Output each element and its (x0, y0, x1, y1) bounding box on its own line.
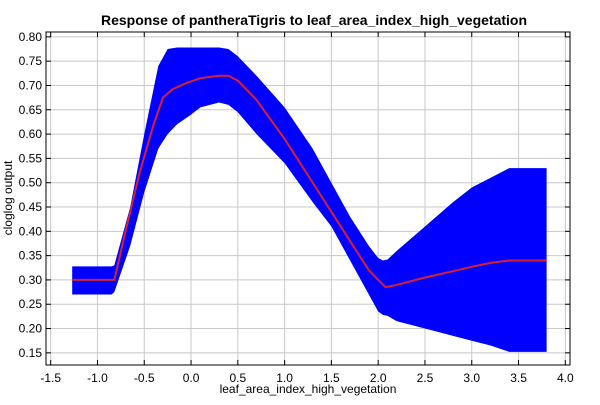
confidence-band (72, 47, 547, 352)
mean-response-line-0 (72, 74, 547, 289)
plot-layer (72, 47, 547, 352)
x-tick-label-4: 0.5 (229, 371, 246, 385)
y-tick-label-5: 0.40 (19, 224, 43, 238)
y-tick-label-11: 0.70 (19, 78, 43, 92)
y-tick-label-7: 0.50 (19, 176, 43, 190)
x-tick-label-3: 0.0 (183, 371, 200, 385)
y-tick-label-12: 0.75 (19, 54, 43, 68)
y-tick-label-13: 0.80 (19, 30, 43, 44)
y-tick-label-10: 0.65 (19, 103, 43, 117)
y-axis-label: cloglog output (1, 160, 15, 235)
x-tick-label-1: -1.0 (87, 371, 108, 385)
x-tick-label-2: -0.5 (134, 371, 155, 385)
y-tick-label-9: 0.60 (19, 127, 43, 141)
x-axis-label: leaf_area_index_high_vegetation (220, 382, 397, 396)
x-tick-label-7: 2.0 (370, 371, 387, 385)
y-tick-label-2: 0.25 (19, 297, 43, 311)
y-tick-label-8: 0.55 (19, 151, 43, 165)
y-tick-label-3: 0.30 (19, 273, 43, 287)
x-tick-label-9: 3.0 (463, 371, 480, 385)
chart-title: Response of pantheraTigris to leaf_area_… (101, 12, 527, 28)
y-tick-label-6: 0.45 (19, 200, 43, 214)
x-tick-label-0: -1.5 (40, 371, 61, 385)
x-tick-label-5: 1.0 (276, 371, 293, 385)
x-tick-label-11: 4.0 (557, 371, 574, 385)
y-tick-label-1: 0.20 (19, 322, 43, 336)
x-tick-label-8: 2.5 (417, 371, 434, 385)
tick-layer: -1.5 -1.0 -0.5 0.0 0.5 1.0 1.5 2.0 2.5 3.0 3.5 4.0 0… (19, 30, 574, 385)
y-tick-label-0: 0.15 (19, 346, 43, 360)
y-tick-label-4: 0.35 (19, 249, 43, 263)
x-tick-label-10: 3.5 (510, 371, 527, 385)
plot-frame (45, 31, 571, 366)
x-tick-label-6: 1.5 (323, 371, 340, 385)
